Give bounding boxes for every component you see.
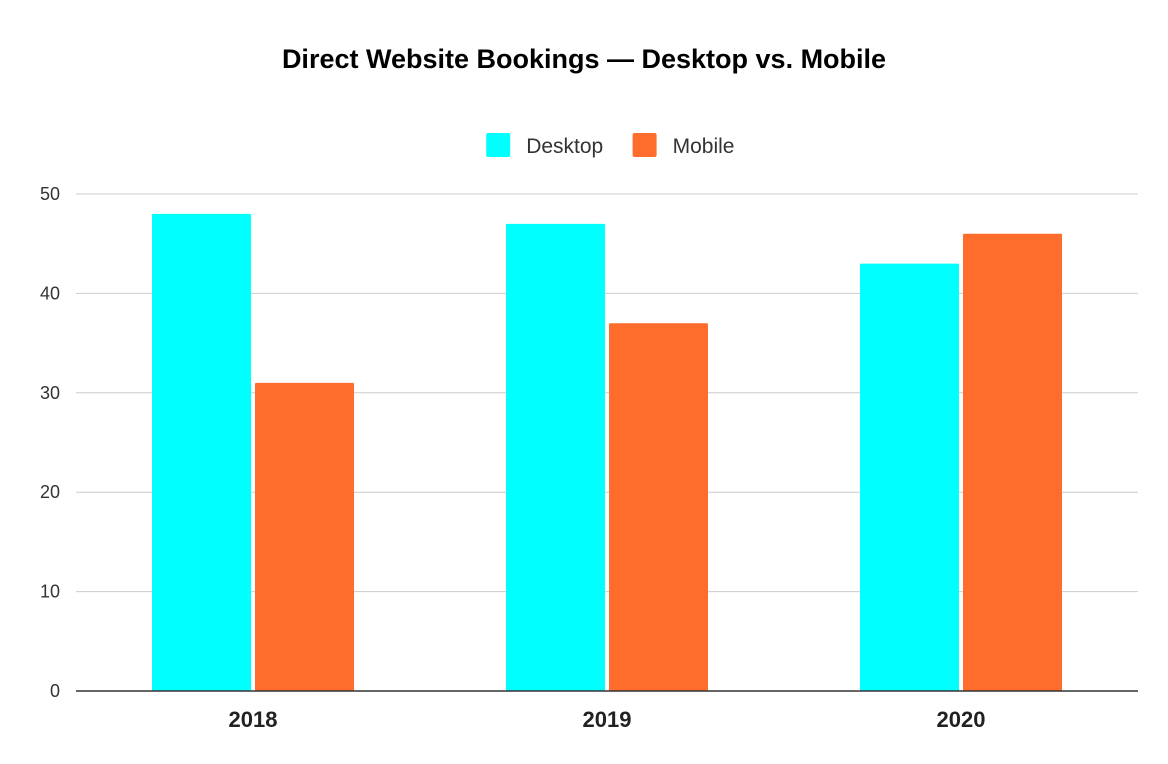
x-tick-label: 2019 [583,707,632,732]
x-tick-label: 2018 [229,707,278,732]
legend-item-mobile[interactable]: Mobile [632,133,735,158]
chart-title: Direct Website Bookings — Desktop vs. Mo… [281,44,887,74]
bar-mobile-2019 [609,323,708,691]
y-tick-label: 30 [40,383,60,403]
bar-mobile-2020 [963,233,1062,691]
y-tick-label: 50 [40,184,60,204]
legend-label: Mobile [673,135,735,158]
y-axis-ticks: 0 10 20 30 40 50 [40,184,60,701]
y-tick-label: 10 [40,582,60,602]
y-tick-label: 40 [40,283,60,303]
legend-item-desktop[interactable]: Desktop [486,133,603,158]
bar-desktop-2020 [860,263,959,691]
legend-label: Desktop [526,135,603,158]
legend-swatch [632,133,657,157]
y-tick-label: 20 [40,482,60,502]
bars [152,213,1062,691]
y-tick-label: 0 [50,681,60,701]
x-tick-label: 2020 [937,707,986,732]
gridlines [76,193,1138,593]
bar-desktop-2019 [506,223,605,691]
x-axis-ticks: 2018 2019 2020 [229,707,986,732]
legend-swatch [486,133,511,157]
legend[interactable]: Desktop Mobile [486,133,734,158]
bar-desktop-2018 [152,213,251,691]
bar-mobile-2018 [255,382,354,691]
